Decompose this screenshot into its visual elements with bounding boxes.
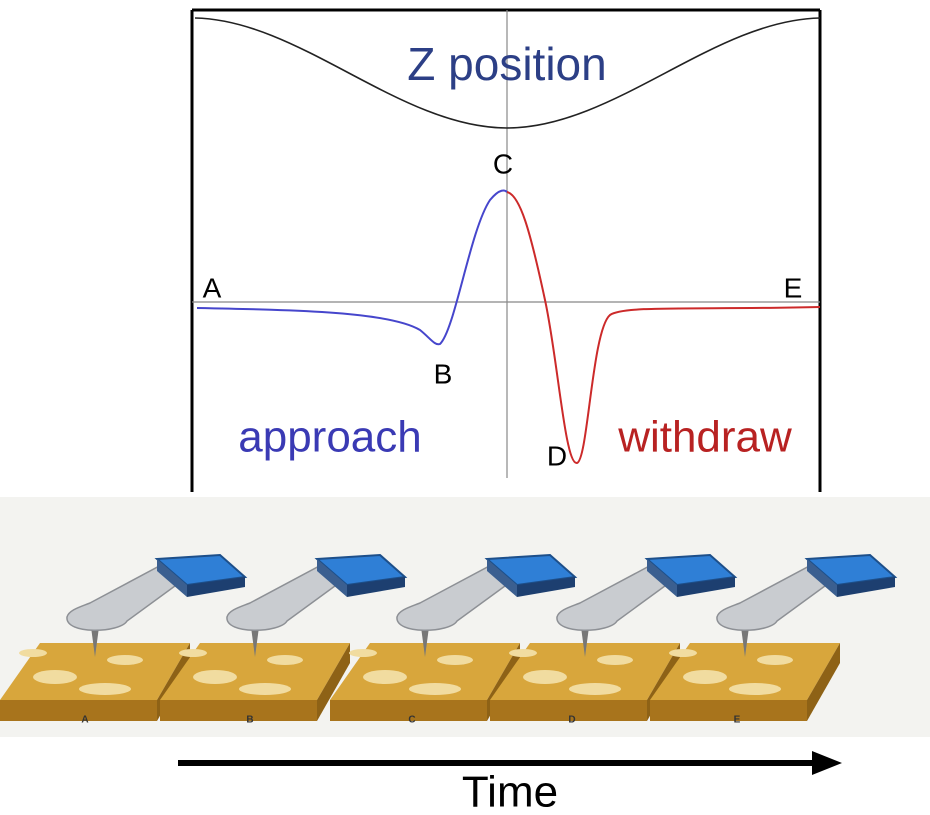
time-arrowhead [812, 751, 842, 775]
point-label: B [434, 358, 453, 389]
point-label: C [493, 148, 513, 179]
point-label: D [547, 440, 567, 471]
frame-label: B [246, 715, 253, 726]
frame-label: E [734, 715, 741, 726]
frame-label: C [408, 715, 415, 726]
approach-curve [197, 190, 507, 344]
page: Z position A B C D E approach withdraw A… [0, 0, 930, 815]
withdraw-label: withdraw [617, 413, 792, 462]
z-position-label: Z position [407, 38, 606, 90]
point-label: E [784, 272, 803, 303]
approach-label: approach [238, 413, 421, 462]
diagram: Z position A B C D E approach withdraw A… [0, 0, 930, 815]
frame-label: A [81, 715, 88, 726]
time-label: Time [462, 768, 558, 815]
frame-label: D [568, 715, 575, 726]
point-label: A [203, 272, 222, 303]
